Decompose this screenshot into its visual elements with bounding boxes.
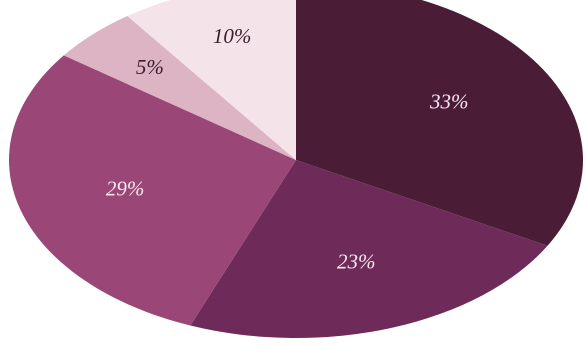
pie-slice <box>63 15 297 160</box>
pie-slice <box>8 55 297 326</box>
slice-label: 33% <box>429 90 469 114</box>
pie-slice <box>296 0 583 246</box>
pie-slices <box>8 0 583 338</box>
slice-label: 10% <box>213 24 252 48</box>
pie-slice <box>127 0 296 160</box>
pie-slice <box>190 160 548 338</box>
slice-label: 23% <box>337 250 376 274</box>
slice-label: 5% <box>136 55 164 79</box>
slice-label: 29% <box>106 177 145 201</box>
pie-labels: 33% 23% 29% 5% 10% <box>106 24 469 274</box>
